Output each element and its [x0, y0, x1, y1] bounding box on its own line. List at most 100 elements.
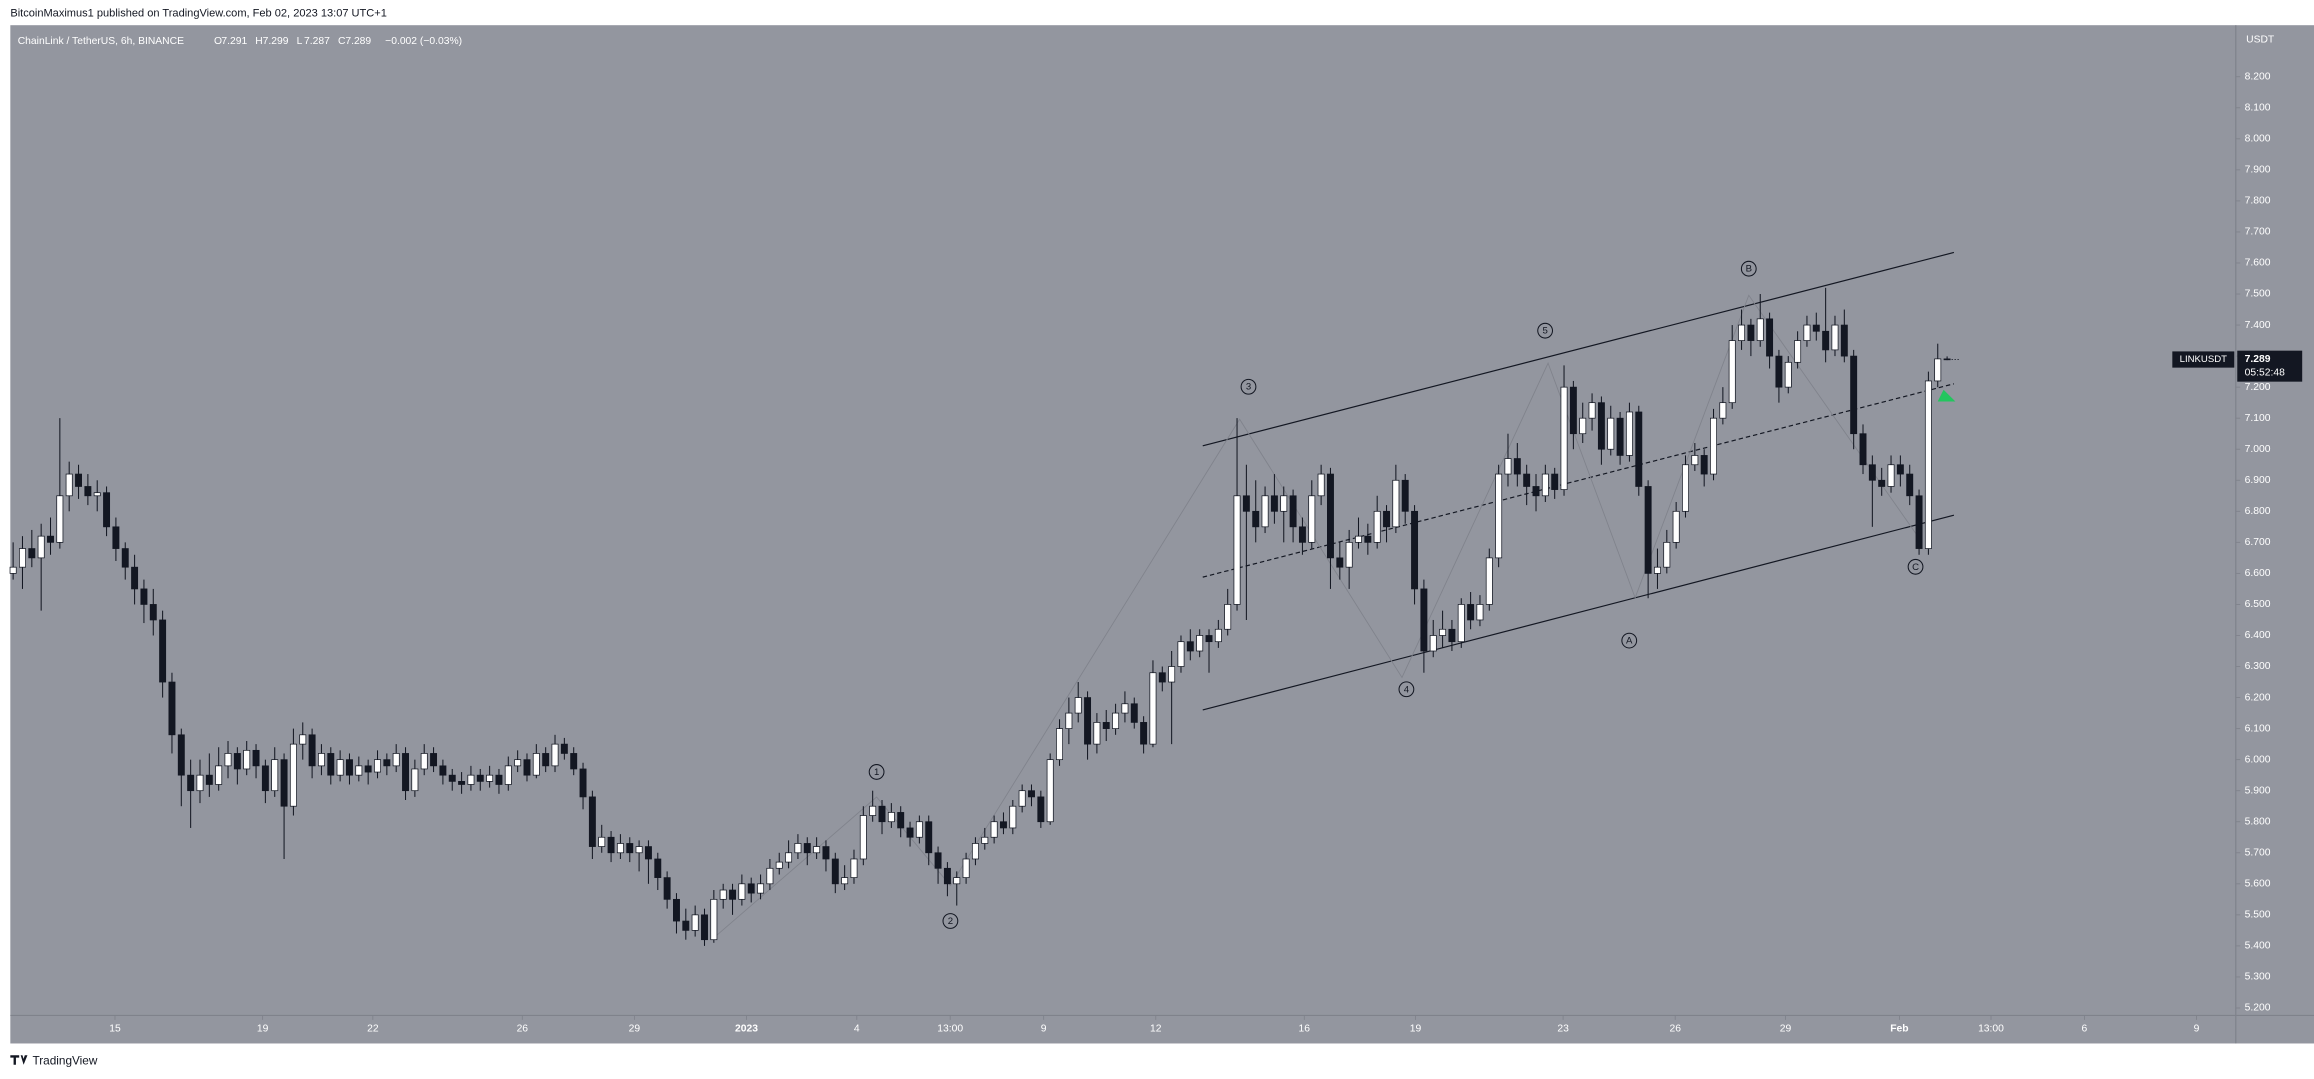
price-tag [2237, 350, 2303, 382]
x-tick-label: Feb [1890, 1023, 1908, 1034]
candle-body [1887, 464, 1895, 487]
candle-body [803, 843, 811, 854]
y-tick-label: 7.400 [2245, 320, 2271, 331]
candle-body [626, 843, 634, 854]
candle-body [1158, 672, 1166, 683]
wave-circle [942, 913, 959, 929]
candle-body [140, 588, 148, 605]
y-tick-label: 5.300 [2245, 972, 2271, 983]
x-tick-label: 12 [1150, 1023, 1162, 1034]
candle-body [1037, 796, 1045, 823]
candle-body [1495, 473, 1503, 559]
x-tick-label: 26 [1669, 1023, 1681, 1034]
candle-body [934, 852, 942, 869]
y-tick-label: 5.800 [2245, 816, 2271, 827]
candle-body [261, 765, 269, 792]
candle-body [1457, 604, 1465, 643]
wave-circle [868, 764, 885, 780]
y-tick-label: 5.900 [2245, 785, 2271, 796]
candle-body [523, 759, 531, 776]
candle-body [1009, 805, 1017, 829]
candle-body [981, 836, 989, 844]
candle-body [1579, 417, 1587, 435]
candle-body [112, 526, 120, 549]
y-tick-label: 7.900 [2245, 165, 2271, 176]
wave-label: 1 [874, 767, 879, 778]
candle-body [1233, 495, 1241, 605]
y-tick-label: 6.700 [2245, 537, 2271, 548]
candle-body [1728, 340, 1736, 404]
wave-label: 2 [948, 916, 953, 927]
candle-body [1186, 641, 1194, 652]
candle-body [486, 774, 494, 782]
candle-body [1934, 358, 1942, 382]
candle-body [971, 843, 979, 860]
candle-body [962, 858, 970, 878]
candle-body [224, 753, 232, 767]
x-tick-label: 13:00 [937, 1023, 963, 1034]
candle-body [355, 765, 363, 776]
candle-body [1476, 604, 1484, 621]
ohlc-letter: C [338, 36, 346, 47]
candle-body [448, 774, 456, 782]
candle-body [1710, 417, 1717, 475]
candle-body [710, 898, 718, 941]
candle-body [430, 753, 438, 767]
candle-body [196, 774, 204, 792]
x-tick-label: 16 [1299, 1023, 1311, 1034]
ohlc-value: 7.287 [304, 36, 330, 47]
logo-mark [10, 1055, 28, 1065]
candle-body [1766, 318, 1774, 357]
candle-body [56, 495, 64, 543]
candle-body [1915, 495, 1923, 549]
candle-body [915, 821, 923, 838]
candle-body [187, 774, 195, 792]
candle-body [850, 858, 858, 878]
x-tick-label: 9 [2194, 1023, 2200, 1034]
candle-body [1018, 790, 1026, 807]
candle-body [1065, 712, 1073, 729]
price-tag-value: 7.289 [2245, 354, 2271, 365]
candle-body [1691, 455, 1699, 466]
x-tick-label: 23 [1557, 1023, 1569, 1034]
candle-body [1242, 495, 1250, 512]
y-tick-label: 7.200 [2245, 382, 2271, 393]
candle-body [252, 749, 260, 767]
candle-body [1336, 557, 1344, 568]
candle-body [1326, 473, 1334, 559]
candle-body [719, 889, 727, 900]
candle-body [831, 858, 839, 885]
candle-body [1625, 411, 1633, 456]
candle-body [1943, 358, 1951, 361]
candle-body [1112, 712, 1120, 729]
candle-body [1196, 635, 1204, 652]
candle-body [514, 759, 522, 767]
candle-body [738, 883, 746, 900]
channel-upper [1202, 251, 1955, 447]
candle-body [1411, 510, 1419, 590]
candle-body [701, 914, 708, 941]
candle-body [402, 753, 409, 792]
candle-body [1607, 417, 1615, 450]
candle-body [1812, 324, 1820, 332]
candle-body [943, 867, 951, 885]
candle-body [1270, 495, 1278, 512]
candle-body [1149, 672, 1157, 745]
y-tick-label: 5.500 [2245, 910, 2271, 921]
candle-body [1513, 458, 1521, 475]
candle-body [859, 815, 867, 860]
candle-body [47, 535, 54, 543]
candle-body [495, 774, 503, 785]
candle-body [813, 846, 821, 854]
candle-body [1644, 486, 1652, 574]
candle-body [1784, 361, 1792, 388]
candle-body [682, 920, 690, 931]
candle-body [644, 846, 652, 860]
candle-body [1541, 473, 1549, 497]
candle-body [1298, 526, 1306, 543]
candle-body [1000, 821, 1007, 829]
candle-body [747, 883, 755, 894]
candle-body [215, 765, 223, 785]
candle-body [1084, 697, 1092, 745]
